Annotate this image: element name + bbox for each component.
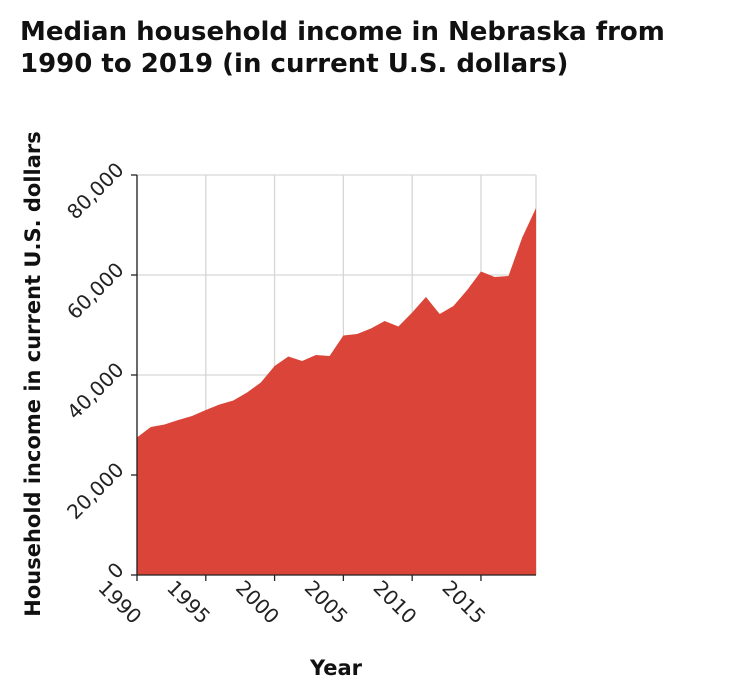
x-tick-label: 2015	[437, 576, 490, 629]
y-tick-label: 40,000	[62, 358, 128, 424]
income-area	[137, 208, 536, 575]
x-tick-label: 1995	[162, 576, 215, 629]
area-series	[137, 208, 536, 575]
y-tick-label: 20,000	[62, 458, 128, 524]
x-tick-label: 2000	[231, 576, 284, 629]
y-tick-label: 60,000	[62, 258, 128, 324]
y-tick-label: 80,000	[62, 158, 128, 224]
x-tick-label: 1990	[93, 576, 146, 629]
y-axis-label: Household income in current U.S. dollars	[21, 131, 45, 617]
x-tick-label: 2010	[369, 576, 422, 629]
chart-title: Median household income in Nebraska from…	[20, 17, 665, 79]
x-axis-label: Year	[309, 656, 363, 680]
axes	[131, 174, 536, 581]
x-tick-label: 2005	[300, 576, 353, 629]
